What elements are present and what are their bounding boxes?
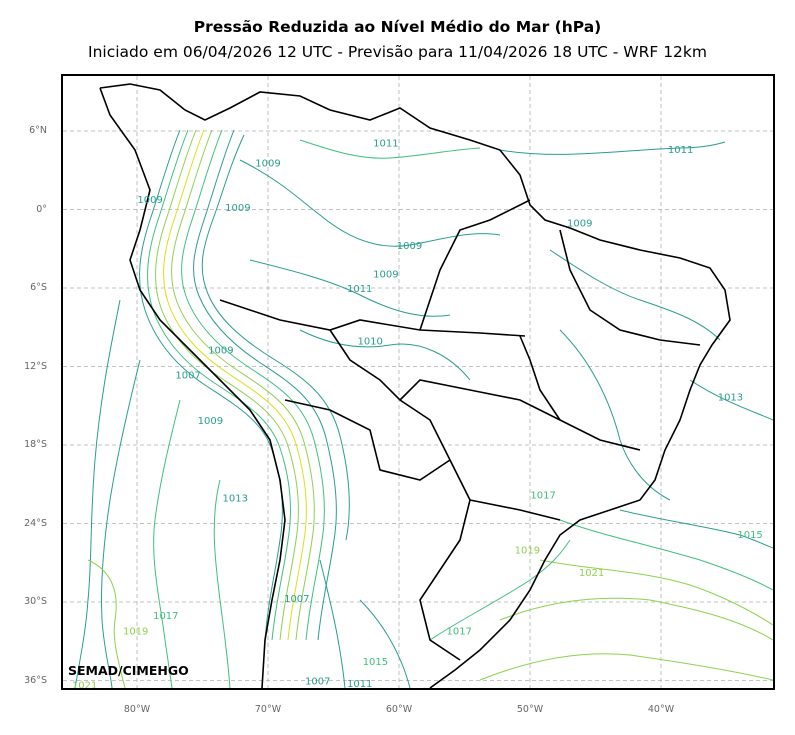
lat-tick-label: 6°N — [29, 125, 47, 136]
lon-tick-label: 70°W — [254, 704, 282, 715]
contour-label: 1013 — [223, 493, 248, 504]
map-frame: 1011 1011 1009 1009 1009 1009 1009 1009 1011 1010… — [61, 74, 775, 690]
contour-label: 1017 — [447, 627, 472, 638]
contour-labels: 1011101110091009100910091009100910111010… — [72, 139, 763, 688]
lat-tick-label: 36°S — [24, 674, 47, 686]
contour-label: 1009 — [373, 270, 398, 281]
country-borders — [99, 83, 731, 688]
contour-label: 1017 — [530, 491, 555, 502]
contour-label: 1019 — [515, 546, 540, 557]
contour-label: 1011 — [668, 145, 693, 156]
lat-tick-label: 12°S — [24, 360, 47, 372]
contour-label: 1011 — [347, 679, 372, 688]
contour-label: 1009 — [225, 203, 250, 214]
contour-label: 1009 — [198, 416, 223, 427]
contour-label: 1009 — [567, 219, 592, 230]
contour-label: 1010 — [357, 336, 382, 347]
lat-tick-label: 0° — [36, 203, 47, 215]
contour-label: 1007 — [175, 370, 200, 381]
lon-tick-label: 80°W — [123, 704, 151, 715]
lon-tick-label: 60°W — [385, 704, 413, 715]
contour-label: 1011 — [347, 284, 372, 295]
lat-tick-label: 24°S — [24, 517, 47, 529]
contour-label: 1009 — [255, 158, 280, 169]
contour-label: 1011 — [373, 139, 398, 150]
isobar-contours — [74, 129, 773, 688]
contour-label: 1015 — [737, 530, 762, 541]
contour-label: 1019 — [123, 627, 148, 638]
lon-tick-label: 40°W — [647, 704, 675, 715]
map-title: Pressão Reduzida ao Nível Médio do Mar (… — [193, 18, 602, 36]
contour-label: 1021 — [72, 680, 97, 688]
lat-tick-label: 30°S — [24, 596, 47, 607]
graticule — [63, 76, 773, 688]
map-subtitle: Iniciado em 06/04/2026 12 UTC - Previsão… — [88, 43, 707, 61]
contour-label: 1013 — [718, 393, 743, 404]
contour-label: 1009 — [397, 241, 422, 252]
contour-label: 1007 — [284, 594, 309, 605]
credit-label: SEMAD/CIMEHGO — [68, 663, 189, 678]
lon-tick-label: 50°W — [516, 704, 544, 715]
lat-tick-label: 6°S — [30, 282, 47, 293]
contour-label: 1021 — [579, 568, 604, 579]
contour-label: 1017 — [153, 611, 178, 622]
contour-label: 1015 — [363, 657, 388, 668]
lat-tick-label: 18°S — [24, 439, 47, 450]
pressure-map: 1011101110091009100910091009100910111010… — [63, 76, 773, 688]
contour-label: 1009 — [208, 345, 233, 356]
contour-label: 1007 — [305, 676, 330, 687]
contour-label: 1009 — [137, 195, 162, 206]
